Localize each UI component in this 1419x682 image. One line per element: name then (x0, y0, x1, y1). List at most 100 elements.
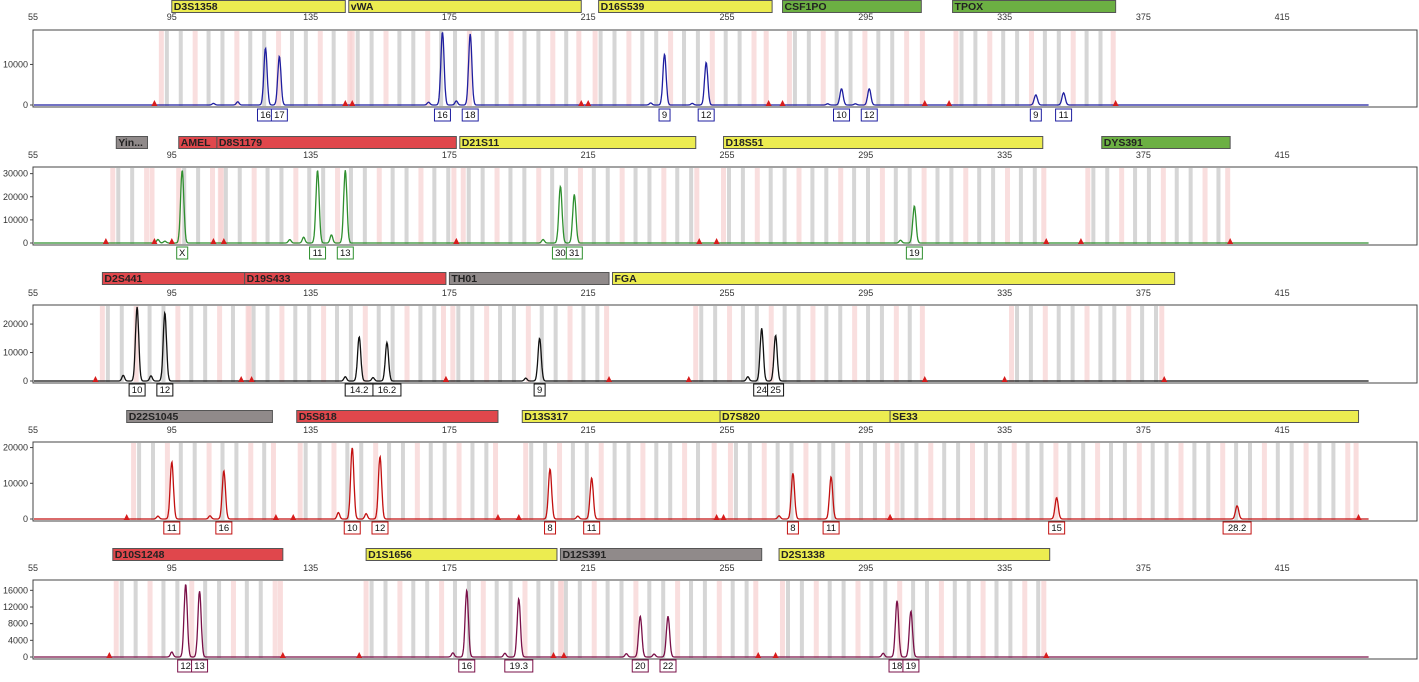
allele-call[interactable]: 18 (461, 108, 479, 122)
allele-call[interactable]: 10 (128, 383, 146, 397)
allele-call[interactable]: 9 (1029, 108, 1042, 122)
locus-marker-bar[interactable] (778, 548, 1051, 561)
allele-call[interactable]: 11 (163, 521, 181, 535)
allele-call-box[interactable] (1029, 108, 1042, 122)
locus-marker-bar[interactable] (889, 410, 1360, 423)
allele-call-box[interactable] (822, 521, 840, 535)
locus-marker[interactable]: CSF1PO (782, 0, 922, 14)
allele-call[interactable]: 19 (902, 659, 920, 673)
allele-call-box[interactable] (1055, 108, 1073, 122)
allele-call-box[interactable] (658, 108, 671, 122)
allele-call[interactable]: 16 (215, 521, 233, 535)
allele-call[interactable]: 11 (822, 521, 840, 535)
allele-call-box[interactable] (631, 659, 649, 673)
allele-call[interactable]: 13 (191, 659, 209, 673)
allele-call-box[interactable] (191, 659, 209, 673)
allele-call-box[interactable] (270, 108, 288, 122)
allele-call[interactable]: 15 (1048, 521, 1066, 535)
allele-call-box[interactable] (128, 383, 146, 397)
locus-marker-bar[interactable] (112, 548, 284, 561)
allele-call-box[interactable] (697, 108, 715, 122)
allele-call[interactable]: 11 (1055, 108, 1073, 122)
locus-marker[interactable]: D5S818 (296, 410, 499, 424)
allele-call[interactable]: 12 (860, 108, 878, 122)
allele-call-box[interactable] (860, 108, 878, 122)
allele-call-box[interactable] (905, 246, 923, 260)
allele-call[interactable]: 22 (659, 659, 677, 673)
locus-marker-bar[interactable] (952, 0, 1117, 13)
allele-call-box[interactable] (504, 659, 534, 673)
locus-marker-bar[interactable] (723, 136, 1044, 149)
allele-call-box[interactable] (176, 246, 189, 260)
locus-marker[interactable]: D2S441 (101, 272, 246, 286)
locus-marker-bar[interactable] (611, 272, 1176, 285)
allele-call[interactable]: 25 (767, 383, 785, 397)
locus-marker[interactable]: TPOX (952, 0, 1117, 14)
allele-call[interactable]: X (176, 246, 189, 260)
allele-call-box[interactable] (343, 521, 361, 535)
allele-call[interactable]: 8 (786, 521, 799, 535)
allele-call[interactable]: 19 (905, 246, 923, 260)
allele-call[interactable]: 10 (833, 108, 851, 122)
allele-call-box[interactable] (433, 108, 451, 122)
locus-marker[interactable]: D13S317 (521, 410, 721, 424)
allele-call[interactable]: 14.2 (344, 383, 374, 397)
allele-call[interactable]: 11 (309, 246, 327, 260)
locus-marker-bar[interactable] (348, 0, 582, 13)
locus-marker[interactable]: AMEL (178, 136, 218, 150)
locus-marker[interactable]: FGA (611, 272, 1176, 286)
allele-call-box[interactable] (583, 521, 601, 535)
allele-call-box[interactable] (215, 521, 233, 535)
locus-marker[interactable]: DYS391 (1101, 136, 1231, 150)
locus-marker[interactable]: D8S1179 (216, 136, 457, 150)
allele-call[interactable]: 11 (583, 521, 601, 535)
allele-call[interactable]: 20 (631, 659, 649, 673)
locus-marker-bar[interactable] (171, 0, 346, 13)
locus-marker-bar[interactable] (216, 136, 457, 149)
locus-marker[interactable]: TH01 (448, 272, 610, 286)
allele-call[interactable]: 8 (544, 521, 557, 535)
allele-call[interactable]: 12 (697, 108, 715, 122)
allele-call[interactable]: 19.3 (504, 659, 534, 673)
locus-marker[interactable]: D10S1248 (112, 548, 284, 562)
allele-call-box[interactable] (156, 383, 174, 397)
locus-marker-bar[interactable] (296, 410, 499, 423)
allele-call[interactable]: 16 (433, 108, 451, 122)
allele-call[interactable]: 12 (156, 383, 174, 397)
locus-marker[interactable]: D2S1338 (778, 548, 1051, 562)
allele-call-box[interactable] (565, 246, 583, 260)
allele-call-box[interactable] (163, 521, 181, 535)
locus-marker-bar[interactable] (559, 548, 763, 561)
locus-marker-bar[interactable] (459, 136, 697, 149)
allele-call[interactable]: 12 (371, 521, 389, 535)
locus-marker-bar[interactable] (1101, 136, 1231, 149)
allele-call-box[interactable] (309, 246, 327, 260)
locus-marker[interactable]: D19S433 (244, 272, 447, 286)
allele-call-box[interactable] (833, 108, 851, 122)
locus-marker[interactable]: D3S1358 (171, 0, 346, 14)
allele-call-box[interactable] (461, 108, 479, 122)
allele-call[interactable]: 9 (533, 383, 546, 397)
allele-call-box[interactable] (533, 383, 546, 397)
allele-call[interactable]: 16 (458, 659, 476, 673)
allele-call[interactable]: 16.2 (372, 383, 402, 397)
allele-call-box[interactable] (336, 246, 354, 260)
allele-call[interactable]: 28.2 (1222, 521, 1252, 535)
locus-marker[interactable]: D21S11 (459, 136, 697, 150)
allele-call[interactable]: 16 (256, 108, 274, 122)
allele-call-box[interactable] (786, 521, 799, 535)
locus-marker[interactable]: D22S1045 (126, 410, 273, 424)
locus-marker-bar[interactable] (598, 0, 773, 13)
locus-marker[interactable]: D1S1656 (365, 548, 558, 562)
allele-call[interactable]: 10 (343, 521, 361, 535)
allele-call[interactable]: 13 (336, 246, 354, 260)
allele-call-box[interactable] (372, 383, 402, 397)
locus-marker-bar[interactable] (365, 548, 558, 561)
allele-call-box[interactable] (767, 383, 785, 397)
locus-marker-bar[interactable] (448, 272, 610, 285)
allele-call-box[interactable] (544, 521, 557, 535)
allele-call-box[interactable] (902, 659, 920, 673)
locus-marker-bar[interactable] (126, 410, 273, 423)
locus-marker[interactable]: D7S820 (719, 410, 891, 424)
allele-call-box[interactable] (1222, 521, 1252, 535)
